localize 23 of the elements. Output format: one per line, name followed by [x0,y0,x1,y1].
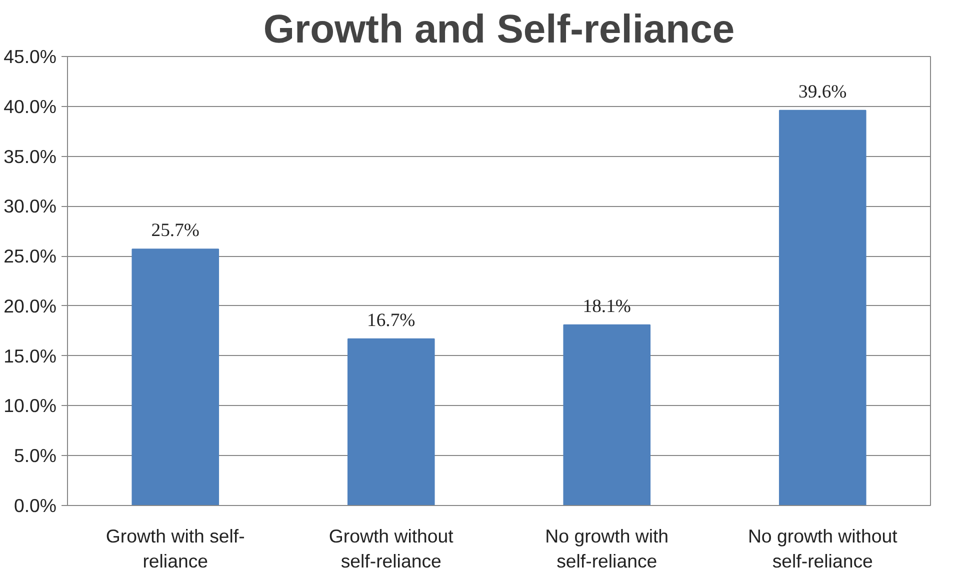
y-tick-label: 30.0% [4,196,57,217]
bar [132,248,220,506]
y-tick-label: 40.0% [4,96,57,117]
bar [347,338,435,506]
y-tick-label: 35.0% [4,146,57,167]
y-tick-label: 45.0% [4,46,57,67]
x-tick-label: No growth without self-reliance [748,526,898,572]
x-tick-label: Growth without self-reliance [328,526,454,572]
y-tick-label: 0.0% [14,495,57,516]
data-label: 39.6% [798,81,847,102]
data-label: 16.7% [367,310,416,331]
data-label: 18.1% [582,296,631,317]
x-tick-label: No growth with self-reliance [545,526,669,572]
bar [563,324,651,506]
y-tick-label: 5.0% [14,445,57,466]
y-tick-label: 25.0% [4,246,57,267]
x-tick-label: Growth with self-reliance [106,526,245,572]
bar [778,110,866,506]
y-tick-label: 15.0% [4,345,57,366]
data-label: 25.7% [151,220,200,242]
y-tick-label: 20.0% [4,295,57,316]
chart-title: Growth and Self-reliance [263,8,735,52]
y-tick-label: 10.0% [4,395,57,416]
